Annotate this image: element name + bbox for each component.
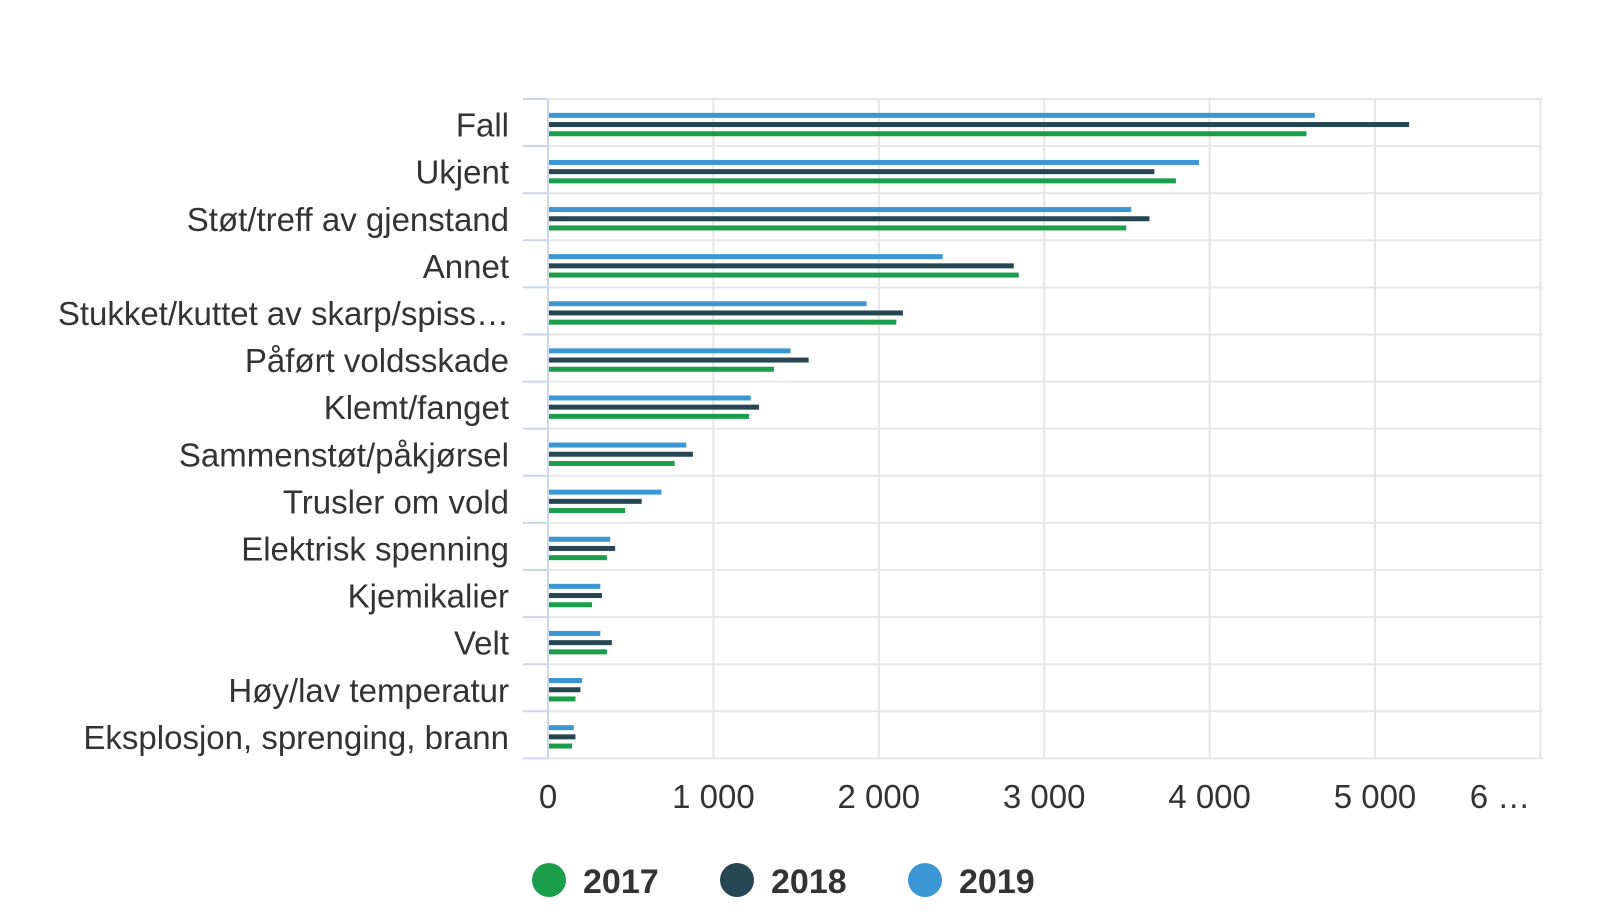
bar-2018[interactable] [549, 216, 1150, 222]
legend-label: 2018 [771, 863, 847, 901]
legend-label: 2019 [959, 863, 1035, 901]
bar-2018[interactable] [549, 498, 642, 504]
x-tick-label: 3 000 [1003, 778, 1086, 815]
category-label: Påført voldsskade [245, 342, 509, 379]
bar-2018[interactable] [549, 263, 1014, 269]
legend-swatch [720, 863, 754, 897]
bar-2019[interactable] [549, 678, 583, 684]
x-tick-label: 1 000 [672, 778, 755, 815]
category-label: Klemt/fanget [324, 389, 509, 426]
category-label: Kjemikalier [348, 578, 509, 615]
category-label: Annet [423, 248, 509, 285]
bar-2017[interactable] [549, 413, 750, 419]
bar-2017[interactable] [549, 602, 593, 608]
bar-2017[interactable] [549, 743, 573, 749]
legend-label: 2017 [583, 863, 659, 901]
bar-2017[interactable] [549, 225, 1127, 231]
bar-2017[interactable] [549, 696, 576, 702]
category-label: Fall [456, 107, 509, 144]
bar-2017[interactable] [549, 460, 675, 466]
category-label: Eksplosjon, sprenging, brann [83, 719, 509, 756]
bar-2019[interactable] [549, 254, 943, 260]
bar-2018[interactable] [549, 734, 576, 740]
bar-2019[interactable] [549, 348, 791, 354]
category-label: Elektrisk spenning [241, 530, 509, 567]
bar-2017[interactable] [549, 272, 1019, 278]
bar-2019[interactable] [549, 725, 574, 731]
x-tick-label: 0 [539, 778, 557, 815]
x-tick-label: 4 000 [1168, 778, 1251, 815]
category-label: Stukket/kuttet av skarp/spiss… [58, 295, 509, 332]
category-label: Velt [454, 625, 509, 662]
x-tick-label: 5 000 [1334, 778, 1417, 815]
bar-2018[interactable] [549, 593, 602, 599]
category-label: Støt/treff av gjenstand [187, 201, 509, 238]
bars [549, 112, 1410, 749]
bar-2017[interactable] [549, 555, 607, 561]
bar-2019[interactable] [549, 442, 687, 448]
bar-2019[interactable] [549, 207, 1132, 213]
legend-item-2019[interactable]: 2019 [908, 863, 1035, 901]
bar-2017[interactable] [549, 178, 1176, 184]
bar-2019[interactable] [549, 395, 751, 401]
legend-swatch [908, 863, 942, 897]
bar-2019[interactable] [549, 536, 611, 542]
bar-2019[interactable] [549, 112, 1315, 118]
category-label: Trusler om vold [283, 483, 509, 520]
category-label: Sammenstøt/påkjørsel [179, 436, 509, 473]
bar-2018[interactable] [549, 545, 616, 551]
legend-item-2018[interactable]: 2018 [720, 863, 847, 901]
bar-2018[interactable] [549, 687, 581, 693]
category-label: Ukjent [415, 154, 509, 191]
bar-2017[interactable] [549, 131, 1307, 137]
bar-2018[interactable] [549, 122, 1410, 128]
x-tick-label: 6 … [1470, 778, 1531, 815]
bar-2018[interactable] [549, 451, 693, 457]
grid-lines [548, 98, 1543, 760]
bar-2017[interactable] [549, 319, 897, 325]
bar-2017[interactable] [549, 508, 626, 514]
bar-2018[interactable] [549, 404, 760, 410]
legend-swatch [532, 863, 566, 897]
bar-2019[interactable] [549, 583, 601, 589]
bar-2019[interactable] [549, 159, 1200, 165]
axes [523, 98, 549, 760]
bar-2019[interactable] [549, 630, 601, 636]
bar-2017[interactable] [549, 366, 774, 372]
bar-2018[interactable] [549, 640, 612, 646]
bar-2018[interactable] [549, 310, 903, 316]
bar-2018[interactable] [549, 169, 1155, 175]
bar-2018[interactable] [549, 357, 809, 363]
x-tick-labels: 0 1 000 2 000 3 000 4 000 5 000 6 … [539, 778, 1530, 815]
bar-2019[interactable] [549, 489, 662, 495]
x-tick-label: 2 000 [838, 778, 921, 815]
category-label: Høy/lav temperatur [228, 672, 509, 709]
legend[interactable]: 2017 2018 2019 [532, 863, 1035, 901]
bar-2017[interactable] [549, 649, 607, 655]
bar-2019[interactable] [549, 301, 867, 307]
category-labels: Fall Ukjent Støt/treff av gjenstand Annet St… [58, 107, 509, 756]
legend-item-2017[interactable]: 2017 [532, 863, 659, 901]
